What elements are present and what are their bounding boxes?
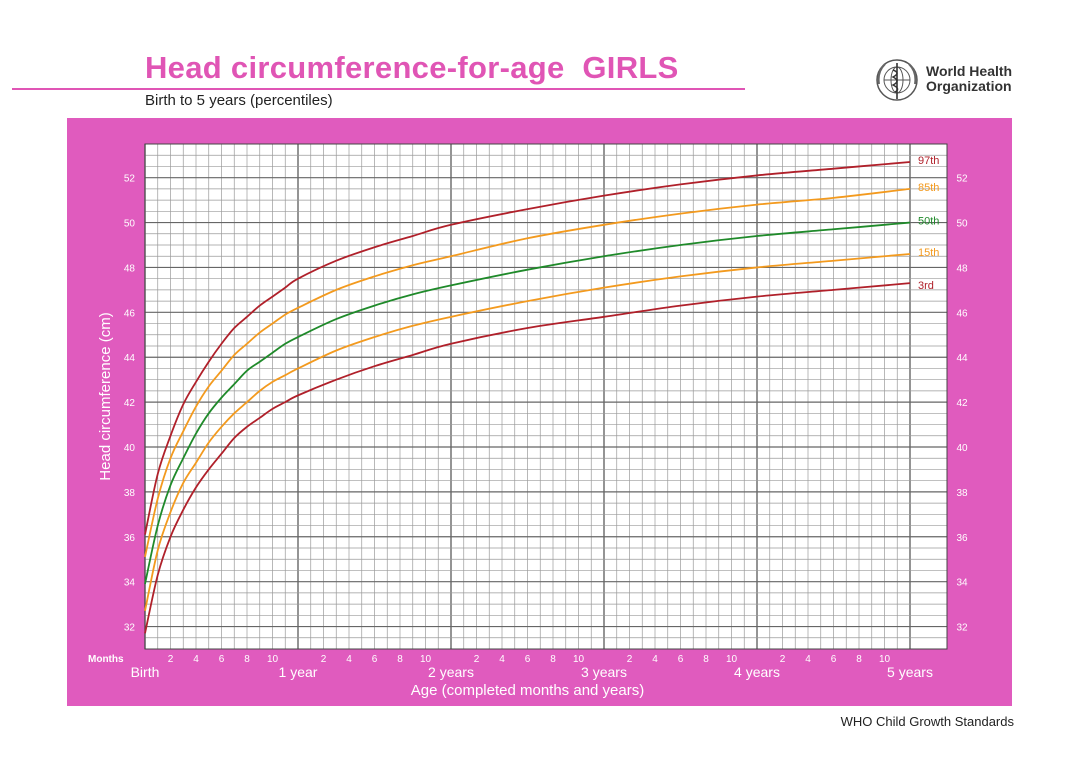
y-tick-label-left: 52 xyxy=(124,174,136,185)
percentile-label: 15th xyxy=(918,247,939,259)
y-tick-label-right: 50 xyxy=(956,219,968,230)
x-month-tick-label: 8 xyxy=(856,654,862,665)
x-month-tick-label: 4 xyxy=(805,654,811,665)
y-tick-label-left: 48 xyxy=(124,263,136,274)
y-tick-label-right: 38 xyxy=(956,488,968,499)
y-tick-label-left: 36 xyxy=(124,533,136,544)
y-tick-label-left: 34 xyxy=(124,578,136,589)
y-tick-label-right: 34 xyxy=(956,578,968,589)
y-tick-label-right: 36 xyxy=(956,533,968,544)
percentile-label: 85th xyxy=(918,182,939,194)
y-tick-label-right: 42 xyxy=(956,398,968,409)
x-year-label: 5 years xyxy=(887,664,933,680)
x-month-tick-label: 2 xyxy=(474,654,480,665)
plot-border xyxy=(144,143,948,650)
growth-chart: 32 32 34 34 36 36 38 38 40 40 42 42 44 44 46 46 48 48 50 50… xyxy=(67,118,1012,706)
x-month-tick-label: 10 xyxy=(420,654,432,665)
organization-name-line1: World Health xyxy=(926,63,1013,79)
x-month-tick-label: 10 xyxy=(267,654,279,665)
x-month-tick-label: 6 xyxy=(678,654,684,665)
y-tick-label-left: 46 xyxy=(124,308,136,319)
page-subtitle: Birth to 5 years (percentiles) xyxy=(145,92,333,109)
percentile-line-85th xyxy=(144,187,911,558)
x-month-tick-label: 10 xyxy=(726,654,738,665)
x-month-tick-label: 2 xyxy=(168,654,174,665)
percentile-line-3rd xyxy=(144,282,911,634)
plot-background xyxy=(145,144,947,649)
percentile-label: 97th xyxy=(918,155,939,167)
x-month-tick-label: 2 xyxy=(321,654,327,665)
x-year-label: 1 year xyxy=(279,664,318,680)
x-month-tick-label: 8 xyxy=(550,654,556,665)
x-month-tick-label: 4 xyxy=(193,654,199,665)
x-month-tick-label: 4 xyxy=(499,654,505,665)
x-year-label: Birth xyxy=(131,664,160,680)
x-month-tick-label: 8 xyxy=(397,654,403,665)
y-tick-label-right: 52 xyxy=(956,174,968,185)
y-tick-label-left: 50 xyxy=(124,219,136,230)
x-month-tick-label: 6 xyxy=(525,654,531,665)
y-tick-label-left: 44 xyxy=(124,353,136,364)
page-title: Head circumference-for-age GIRLS xyxy=(145,50,679,85)
x-month-tick-label: 6 xyxy=(372,654,378,665)
x-year-label: 3 years xyxy=(581,664,627,680)
y-tick-label-left: 40 xyxy=(124,443,136,454)
x-month-tick-label: 8 xyxy=(703,654,709,665)
y-tick-label-right: 40 xyxy=(956,443,968,454)
y-tick-label-left: 32 xyxy=(124,623,136,634)
y-tick-label-left: 38 xyxy=(124,488,136,499)
x-month-tick-label: 6 xyxy=(219,654,225,665)
percentile-label: 50th xyxy=(918,216,939,228)
x-axis-label: Age (completed months and years) xyxy=(411,682,644,699)
organization-name: World Health Organization xyxy=(926,64,1012,94)
title-underline xyxy=(12,88,745,90)
x-year-label: 4 years xyxy=(734,664,780,680)
months-label: Months xyxy=(88,654,124,665)
x-month-tick-label: 10 xyxy=(573,654,585,665)
percentile-line-15th xyxy=(144,253,911,612)
percentile-line-97th xyxy=(144,161,911,535)
x-year-label: 2 years xyxy=(428,664,474,680)
x-month-tick-label: 10 xyxy=(879,654,891,665)
footer-text: WHO Child Growth Standards xyxy=(840,714,1014,729)
x-month-tick-label: 4 xyxy=(346,654,352,665)
y-tick-label-right: 48 xyxy=(956,263,968,274)
who-emblem-icon xyxy=(876,59,918,101)
x-month-tick-label: 4 xyxy=(652,654,658,665)
percentile-label: 3rd xyxy=(918,280,934,292)
x-month-tick-label: 6 xyxy=(831,654,837,665)
x-month-tick-label: 2 xyxy=(627,654,633,665)
x-month-tick-label: 8 xyxy=(244,654,250,665)
y-tick-label-right: 44 xyxy=(956,353,968,364)
organization-name-line2: Organization xyxy=(926,78,1012,94)
y-tick-label-left: 42 xyxy=(124,398,136,409)
y-axis-label: Head circumference (cm) xyxy=(97,312,114,480)
x-month-tick-label: 2 xyxy=(780,654,786,665)
y-tick-label-right: 32 xyxy=(956,623,968,634)
percentile-line-50th xyxy=(144,221,911,585)
y-tick-label-right: 46 xyxy=(956,308,968,319)
